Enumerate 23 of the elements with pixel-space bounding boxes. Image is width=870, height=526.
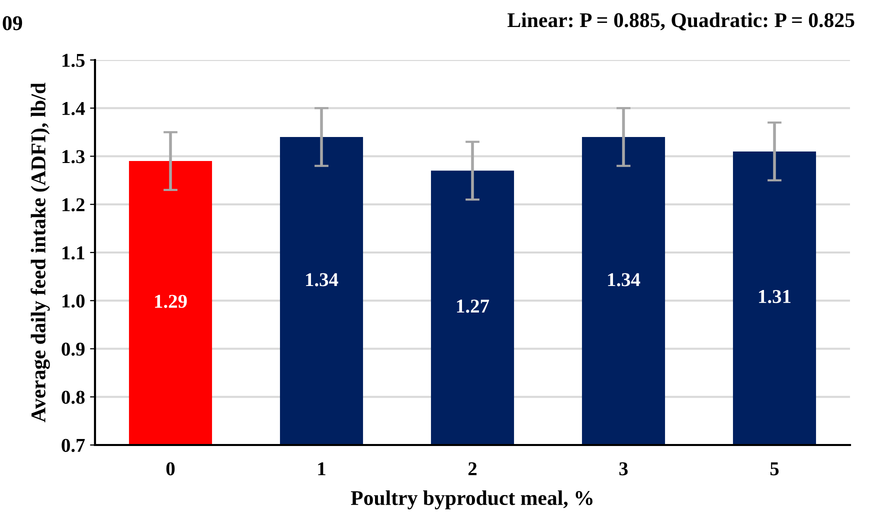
data-label: 1.31 [759, 290, 791, 304]
data-label: 1.34 [306, 273, 338, 286]
y-tick-label: 0.7 [62, 438, 85, 452]
x-tick-label: 0 [166, 462, 175, 476]
y-axis-title: Average daily feed intake (ADFI), lb/d [30, 82, 50, 422]
x-axis-title: Poultry byproduct meal, % [350, 490, 592, 510]
y-tick-label: 0.9 [62, 342, 85, 356]
x-tick-label: 2 [468, 462, 477, 476]
text: 09 [2, 16, 22, 30]
y-tick-label: 1.4 [62, 102, 85, 116]
x-tick-label: 1 [318, 462, 326, 476]
x-tick-label: 3 [619, 462, 628, 476]
y-tick-label: 1.1 [62, 246, 84, 260]
x-tick-label: 5 [770, 462, 779, 476]
y-tick-label: 1.2 [62, 198, 84, 212]
y-tick-label: 1.0 [62, 294, 85, 308]
y-tick-label: 1.3 [62, 150, 85, 164]
data-label: 1.34 [608, 273, 640, 286]
text: Linear: P = 0.885, Quadratic: P = 0.825 [508, 12, 854, 30]
data-label: 1.29 [155, 294, 187, 308]
y-tick-label: 0.8 [62, 390, 85, 404]
y-tick-label: 1.5 [62, 54, 85, 68]
data-label: 1.27 [457, 300, 490, 313]
